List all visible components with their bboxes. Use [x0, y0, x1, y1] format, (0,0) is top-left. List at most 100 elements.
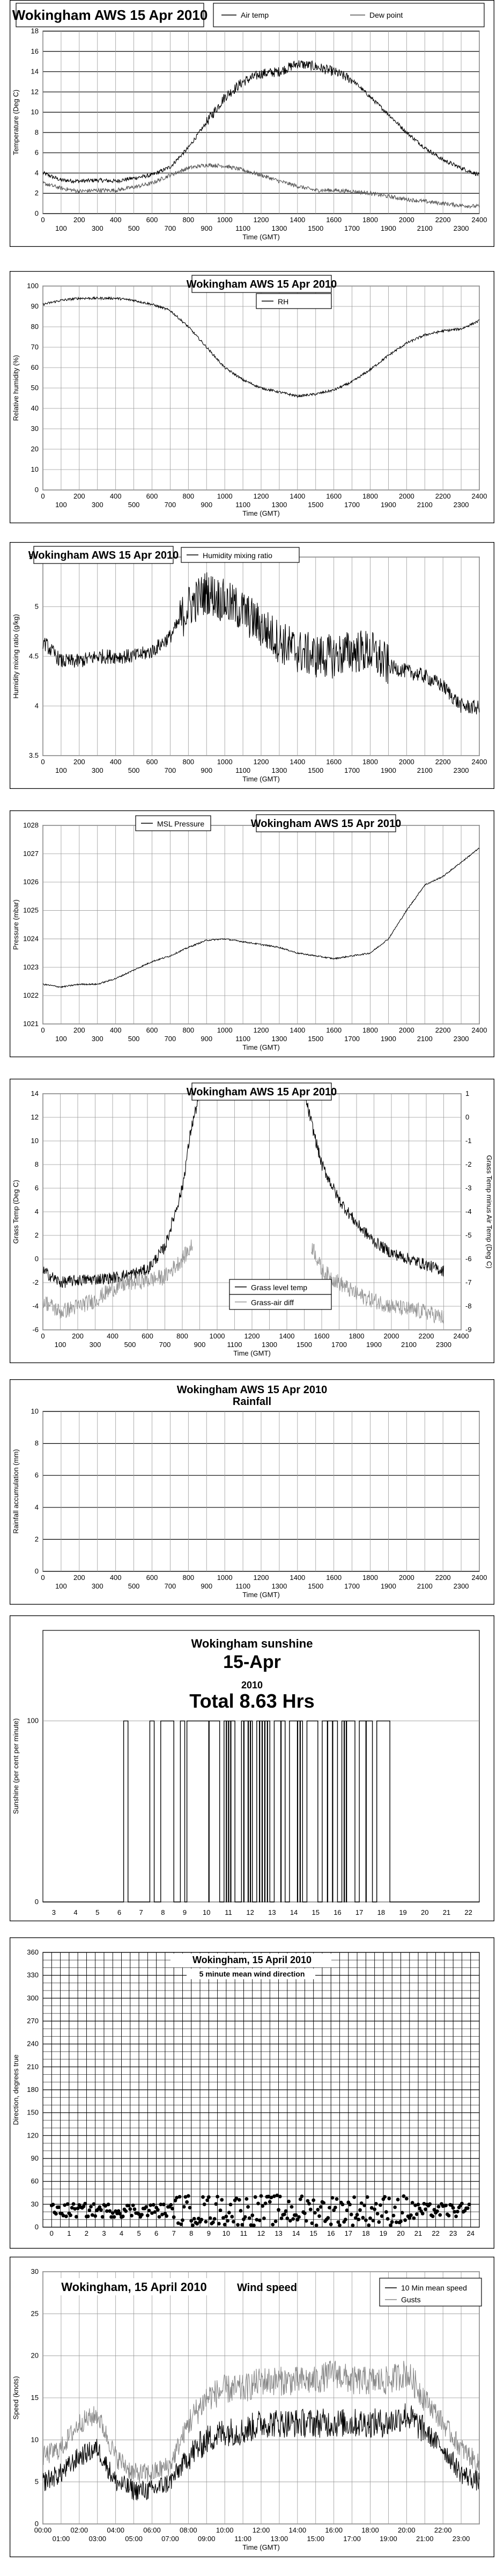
x-tick-label: 23 [449, 2229, 457, 2237]
chart-panel-7: 0 100 3 4 5 6 7 8 9 10 11 12 13 14 15 16 17 18 19 20 21 22 Sun… [10, 1615, 494, 1921]
direction-point [329, 2222, 333, 2227]
x-tick-label: 19 [380, 2229, 387, 2237]
chart-4-svg: 1021 1022 1023 1024 1025 1026 1027 1028 0 200 400 6… [10, 810, 494, 1057]
y-axis-label: Grass Temp (Deg C) [12, 1180, 20, 1244]
direction-point [351, 2223, 355, 2228]
direction-point [262, 2216, 266, 2220]
direction-point [285, 2216, 290, 2221]
x-tick-label: 15 [309, 2229, 317, 2237]
direction-point [230, 2215, 234, 2219]
direction-point [332, 2208, 336, 2212]
x-tick-label: 2200 [435, 1574, 451, 1582]
x-tick-label: 500 [128, 224, 140, 232]
x-tick-label: 24 [466, 2229, 474, 2237]
direction-point [182, 2205, 186, 2209]
x-tick-label: 1100 [235, 224, 250, 232]
x-tick-label: 100 [55, 766, 67, 774]
x-tick-label: 15:00 [307, 2535, 324, 2543]
x-tick-label: 21:00 [416, 2535, 434, 2543]
direction-point [353, 2216, 358, 2220]
direction-point [412, 2216, 416, 2220]
x-tick-label: 0 [41, 216, 45, 224]
x-tick-label: 2100 [417, 1582, 433, 1590]
direction-point [255, 2218, 259, 2222]
gridlines [42, 1411, 480, 1572]
x-tick-label: 1300 [271, 1035, 287, 1043]
direction-point [151, 2202, 155, 2207]
x-tick-label: 06:00 [143, 2526, 161, 2534]
direction-point [140, 2213, 144, 2217]
x-tick-label: 1200 [254, 1026, 269, 1034]
x-tick-label: 18 [362, 2229, 369, 2237]
legend-label: Dew point [369, 11, 403, 19]
y-tick-label: -4 [32, 1302, 39, 1310]
direction-point [106, 2202, 110, 2207]
title-bg [54, 2278, 214, 2295]
y-tick-label: 1028 [23, 821, 39, 829]
direction-point [394, 2220, 398, 2224]
y-tick-label: 6 [35, 149, 39, 157]
direction-point [195, 2222, 199, 2226]
x-tick-label: 12 [246, 1908, 254, 1916]
direction-point [407, 2216, 412, 2220]
x-tick-label: 10 [203, 1908, 210, 1916]
x-axis-label: Time (GMT) [242, 775, 280, 783]
direction-point [211, 2220, 215, 2224]
x-tick-label: 500 [128, 766, 140, 774]
direction-point [205, 2198, 210, 2202]
direction-point [322, 2201, 326, 2205]
y-tick-label: 4 [35, 169, 39, 177]
direction-point [149, 2203, 153, 2207]
x-tick-label: 2300 [454, 1035, 469, 1043]
x-tick-label: 12 [257, 2229, 265, 2237]
y2-tick-label: -7 [465, 1278, 472, 1286]
y-tick-label: 8 [35, 128, 39, 136]
y-tick-label: 14 [31, 1089, 39, 1097]
x-tick-label: 1900 [366, 1341, 382, 1349]
x-tick-label: 8 [189, 2229, 193, 2237]
direction-point [396, 2198, 400, 2201]
direction-point [454, 2214, 458, 2219]
x-tick-label: 1500 [308, 224, 323, 232]
y-axis-label: Rainfall accumulation (mm) [12, 1449, 20, 1534]
x-tick-label: 300 [92, 224, 103, 232]
x-tick-label: 0 [41, 1026, 45, 1034]
legend-label: Grass-air diff [251, 1298, 294, 1307]
direction-point [318, 2205, 323, 2209]
x-tick-label: 08:00 [180, 2526, 197, 2534]
x-tick-label: 800 [182, 492, 194, 500]
direction-point [109, 2215, 113, 2219]
y-tick-label: 1025 [23, 906, 39, 914]
direction-point [307, 2201, 311, 2206]
direction-point [340, 2202, 345, 2207]
y-tick-label: 6 [35, 1184, 39, 1192]
x-tick-label: 1200 [244, 1332, 260, 1340]
series-line-1 [42, 572, 480, 715]
chart-subtitle: 15-Apr [223, 1652, 281, 1672]
x-tick-label: 5 [95, 1908, 99, 1916]
x-tick-label: 100 [55, 224, 67, 232]
direction-point [451, 2206, 455, 2210]
x-tick-label: 1000 [210, 1332, 225, 1340]
chart-title: Wokingham, 15 April 2010 [192, 1955, 312, 1965]
gridlines [42, 286, 480, 491]
direction-point [283, 2212, 286, 2216]
direction-point [460, 2201, 464, 2206]
direction-point [453, 2209, 457, 2214]
direction-point [345, 2208, 349, 2212]
y-tick-label: 150 [27, 2109, 39, 2117]
direction-point [358, 2208, 362, 2212]
y-tick-label: 40 [31, 404, 39, 412]
y-tick-label: 20 [31, 2352, 39, 2360]
legend-label: 10 Min mean speed [401, 2284, 467, 2292]
y-tick-label: 10 [31, 465, 39, 473]
direction-point [127, 2204, 131, 2208]
x-tick-label: 400 [110, 492, 122, 500]
x-tick-label: 10:00 [216, 2526, 234, 2534]
direction-point [249, 2223, 253, 2227]
data-series [43, 1720, 479, 1902]
x-tick-label: 700 [165, 1035, 176, 1043]
x-tick-label: 11 [240, 2229, 248, 2237]
direction-point [413, 2203, 418, 2207]
gridlines [43, 1952, 479, 2228]
